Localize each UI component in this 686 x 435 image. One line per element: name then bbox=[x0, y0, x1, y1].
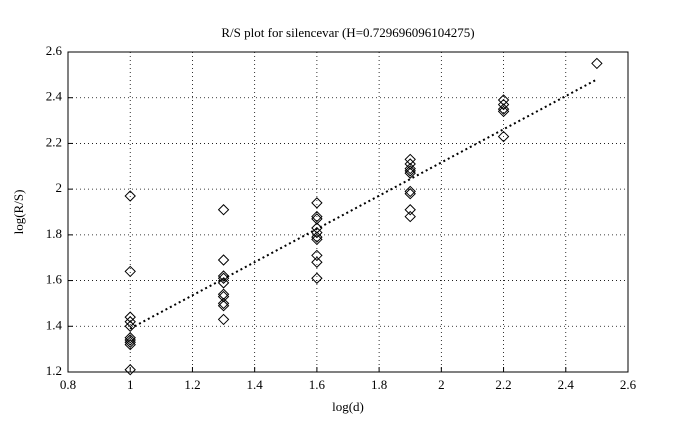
data-point bbox=[404, 153, 416, 166]
data-point bbox=[497, 130, 510, 143]
data-point bbox=[404, 165, 416, 177]
x-tick-label: 1.2 bbox=[184, 377, 200, 392]
data-point bbox=[311, 231, 323, 243]
data-point bbox=[404, 158, 416, 170]
data-point bbox=[404, 162, 416, 175]
data-point bbox=[124, 311, 136, 323]
data-point bbox=[311, 256, 323, 268]
x-tick-label: 1.8 bbox=[371, 377, 387, 392]
y-tick-label: 1.6 bbox=[46, 272, 63, 287]
data-point bbox=[497, 103, 510, 115]
data-point bbox=[217, 297, 230, 310]
x-tick-label: 0.8 bbox=[60, 377, 76, 392]
data-point bbox=[311, 210, 323, 223]
data-point bbox=[124, 265, 136, 278]
data-point bbox=[311, 226, 323, 239]
data-point bbox=[497, 98, 510, 111]
data-point bbox=[217, 300, 230, 312]
fit-line bbox=[129, 78, 598, 330]
data-point bbox=[217, 290, 230, 303]
data-point bbox=[311, 213, 323, 225]
data-point bbox=[404, 188, 416, 200]
y-tick-label: 1.4 bbox=[46, 317, 63, 332]
y-tick-label: 1.8 bbox=[46, 226, 62, 241]
x-tick-label: 2 bbox=[438, 377, 445, 392]
x-tick-label: 2.2 bbox=[495, 377, 511, 392]
data-point bbox=[217, 272, 230, 284]
x-tick-label: 1.4 bbox=[247, 377, 264, 392]
y-tick-label: 2.6 bbox=[46, 43, 63, 58]
data-point bbox=[124, 316, 136, 328]
x-tick-label: 1.6 bbox=[309, 377, 326, 392]
data-point bbox=[217, 254, 230, 266]
data-point bbox=[311, 233, 323, 246]
chart-title: R/S plot for silencevar (H=0.72969609610… bbox=[221, 25, 474, 40]
data-point bbox=[124, 332, 136, 344]
y-tick-label: 2 bbox=[56, 180, 63, 195]
x-tick-label: 2.6 bbox=[620, 377, 637, 392]
data-point bbox=[124, 334, 136, 346]
data-point bbox=[311, 197, 323, 209]
data-point bbox=[124, 364, 136, 376]
data-point bbox=[497, 105, 510, 118]
data-point bbox=[404, 204, 416, 216]
y-tick-label: 2.4 bbox=[46, 89, 63, 104]
y-tick-label: 2.2 bbox=[46, 134, 62, 149]
data-point bbox=[124, 338, 136, 351]
data-point bbox=[404, 167, 416, 179]
data-point bbox=[124, 320, 136, 332]
y-axis-label: log(R/S) bbox=[11, 190, 26, 235]
data-point bbox=[404, 185, 416, 198]
data-point bbox=[591, 57, 603, 70]
data-point bbox=[217, 288, 230, 300]
x-tick-label: 2.4 bbox=[558, 377, 575, 392]
data-point bbox=[124, 190, 136, 202]
x-axis-label: log(d) bbox=[332, 399, 364, 414]
data-point bbox=[217, 204, 230, 216]
data-point bbox=[311, 249, 323, 262]
data-point bbox=[217, 270, 230, 282]
data-point bbox=[311, 272, 323, 284]
data-point bbox=[404, 210, 416, 223]
x-tick-label: 1 bbox=[127, 377, 134, 392]
plot-frame bbox=[67, 51, 629, 373]
y-tick-label: 1.2 bbox=[46, 363, 62, 378]
data-point bbox=[497, 94, 510, 106]
data-point bbox=[217, 313, 230, 326]
data-point bbox=[124, 336, 136, 348]
